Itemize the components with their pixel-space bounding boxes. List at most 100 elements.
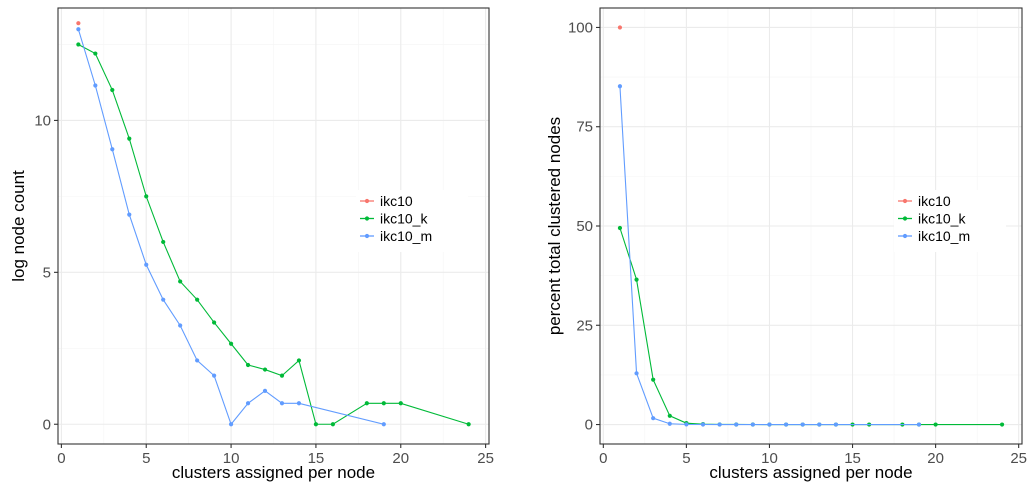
legend-key-point-ikc10_m [902, 233, 908, 239]
data-point-ikc10_m [127, 212, 132, 217]
data-point-ikc10_m [817, 422, 822, 427]
data-point-ikc10_m [667, 421, 672, 426]
x-axis-title: clusters assigned per node [709, 463, 912, 482]
data-point-ikc10_k [330, 422, 335, 427]
data-point-ikc10_m [76, 27, 81, 32]
y-tick-label: 25 [576, 317, 593, 334]
x-tick-label: 0 [599, 450, 607, 467]
data-point-ikc10_k [195, 297, 200, 302]
data-point-ikc10_k [279, 373, 285, 378]
data-point-ikc10_m [161, 297, 166, 302]
data-point-ikc10_m [916, 422, 922, 427]
legend-label-ikc10_k: ikc10_k [380, 211, 428, 227]
legend-label-ikc10_m: ikc10_m [380, 228, 432, 244]
data-point-ikc10_m [783, 422, 789, 427]
data-point-ikc10_m [178, 323, 183, 328]
y-axis-title: percent total clustered nodes [545, 117, 564, 335]
legend-key-point-ikc10 [364, 198, 370, 204]
legend-key-point-ikc10_k [364, 216, 370, 221]
y-tick-label: 100 [568, 19, 593, 36]
panel-border [57, 7, 490, 445]
x-tick-label: 0 [57, 450, 65, 467]
data-point-ikc10_k [466, 422, 471, 427]
data-point-ikc10_m [110, 147, 115, 152]
x-tick-label: 25 [477, 450, 494, 467]
panel-2: 0 5 10 15 20 25 0 25 50 75 100 clusters assigned pe… [545, 7, 1027, 482]
y-tick-label: 75 [576, 119, 593, 136]
data-point-ikc10_m [262, 388, 268, 393]
x-tick-label: 15 [844, 450, 861, 467]
legend-key-point-ikc10_m [364, 233, 370, 239]
data-point-ikc10_m [767, 422, 772, 427]
y-tick-label: 5 [43, 264, 51, 281]
data-point-ikc10_m [381, 422, 386, 427]
data-point-ikc10_k [144, 194, 149, 199]
data-point-ikc10_m [651, 416, 656, 421]
data-point-ikc10_k [398, 401, 403, 406]
data-point-ikc10_k [999, 422, 1005, 427]
data-point-ikc10_m [684, 422, 689, 427]
legend-key-point-ikc10 [902, 198, 908, 204]
data-point-ikc10_m [228, 422, 234, 427]
data-point-ikc10_m [195, 358, 200, 363]
x-tick-label: 25 [1010, 450, 1027, 467]
x-tick-label: 10 [761, 450, 778, 467]
data-point-ikc10_k [93, 51, 98, 56]
data-point-ikc10_k [667, 413, 672, 418]
data-point-ikc10_k [296, 358, 302, 363]
data-point-ikc10_k [212, 320, 217, 325]
data-point-ikc10_m [245, 401, 251, 406]
data-point-ikc10_m [144, 262, 149, 267]
data-point-ikc10_k [381, 401, 386, 406]
y-tick-label: 0 [585, 417, 593, 434]
data-point-ikc10_k [228, 341, 234, 346]
data-point-ikc10_k [262, 367, 268, 372]
data-point-ikc10_m [634, 371, 639, 376]
y-tick-label: 10 [34, 112, 51, 129]
data-point-ikc10_m [700, 422, 706, 427]
legend-label-ikc10_m: ikc10_m [918, 228, 970, 244]
legend-label-ikc10: ikc10 [380, 193, 413, 209]
data-point-ikc10_k [178, 279, 183, 284]
data-point-ikc10_k [161, 239, 166, 245]
data-point-ikc10_k [651, 377, 656, 382]
x-tick-label: 5 [682, 450, 690, 467]
data-point-ikc10_m [617, 84, 623, 89]
y-tick-label: 0 [43, 416, 51, 433]
x-tick-label: 15 [308, 450, 325, 467]
data-point-ikc10_k [127, 136, 132, 141]
data-point-ikc10_k [617, 225, 623, 231]
data-point-ikc10_k [313, 422, 319, 427]
data-point-ikc10_m [750, 422, 755, 427]
legend-background [894, 190, 1006, 252]
x-tick-label: 5 [142, 450, 150, 467]
x-tick-label: 20 [392, 450, 409, 467]
data-point-ikc10_m [93, 83, 98, 88]
legend-label-ikc10: ikc10 [918, 193, 951, 209]
x-tick-label: 20 [927, 450, 944, 467]
legend-label-ikc10_k: ikc10_k [918, 211, 966, 227]
data-point-ikc10_m [296, 401, 302, 406]
data-point-ikc10_m [279, 401, 285, 406]
data-point-ikc10_m [717, 422, 722, 427]
data-point-ikc10_m [212, 373, 217, 378]
x-axis-title: clusters assigned per node [172, 463, 375, 482]
data-point-ikc10_k [364, 401, 369, 406]
data-point-ikc10_k [76, 42, 81, 47]
legend-background [356, 190, 468, 252]
y-tick-label: 50 [576, 218, 593, 235]
data-point-ikc10_k [110, 87, 115, 93]
data-point-ikc10_m [734, 422, 739, 427]
data-point-ikc10 [76, 21, 81, 26]
legend-key-point-ikc10_k [902, 216, 908, 221]
y-axis-title: log node count [9, 170, 28, 282]
data-point-ikc10_k [933, 422, 938, 427]
data-point-ikc10_m [800, 422, 805, 427]
x-tick-label: 10 [223, 450, 240, 467]
series-line-ikc10_k [78, 43, 469, 425]
data-point-ikc10_m [833, 422, 839, 427]
